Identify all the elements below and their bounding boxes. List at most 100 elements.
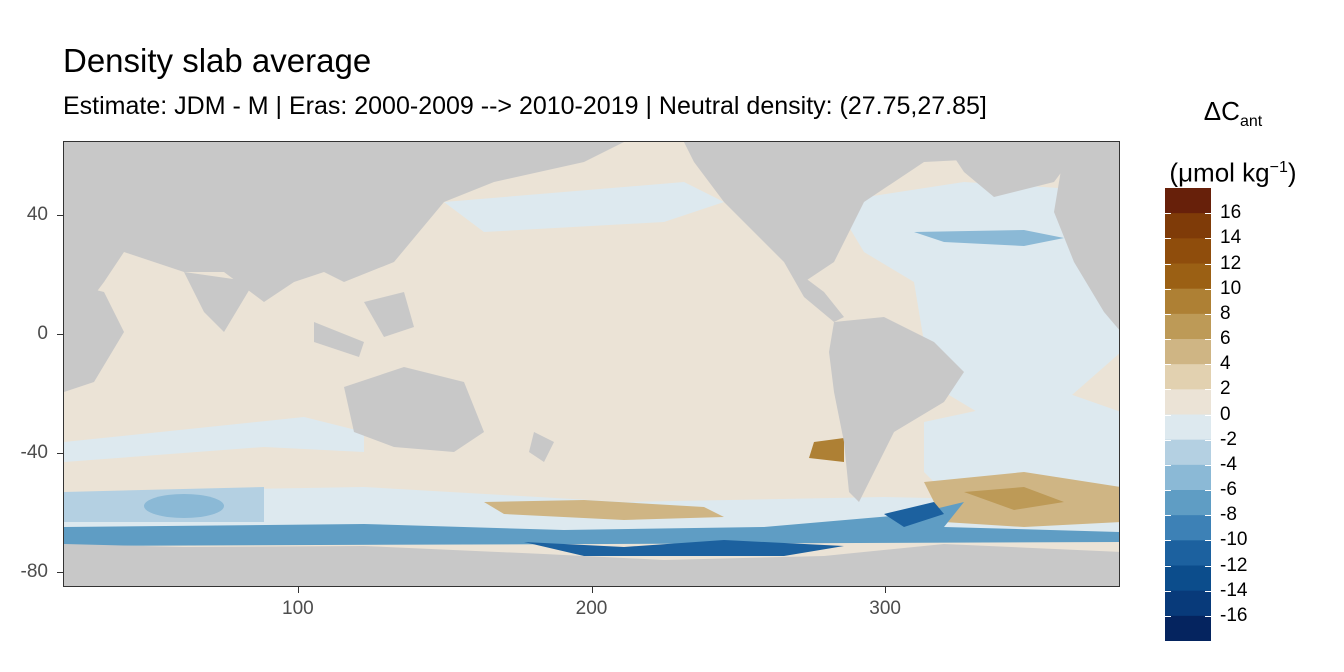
field-north-atlantic-band xyxy=(914,230,1064,246)
legend-tick-mark xyxy=(1165,565,1171,567)
legend-tick-mark xyxy=(1205,389,1211,391)
legend-swatch xyxy=(1165,288,1211,315)
land-europe-right xyxy=(1094,142,1119,181)
legend-tick-mark xyxy=(1165,238,1171,240)
chart-title: Density slab average xyxy=(63,42,372,79)
y-tick-label: 0 xyxy=(37,323,48,345)
field-brown-pacific xyxy=(484,500,724,520)
land-africa-east xyxy=(64,282,124,392)
legend-tick-mark xyxy=(1205,515,1211,517)
legend-swatch xyxy=(1165,313,1211,340)
land-borneo xyxy=(364,292,414,337)
y-tick-label: 40 xyxy=(26,204,48,226)
x-tick-label: 200 xyxy=(575,598,608,619)
field-indian-band xyxy=(64,417,364,462)
legend-swatch xyxy=(1165,263,1211,290)
legend-title-symbol: ΔCant xyxy=(1203,96,1263,131)
legend-break-label: 14 xyxy=(1220,227,1242,249)
land-north-america xyxy=(684,142,1119,282)
legend-tick-mark xyxy=(1205,590,1211,592)
legend-tick-mark xyxy=(1165,590,1171,592)
legend-tick-mark xyxy=(1205,414,1211,416)
legend-break-label: 10 xyxy=(1220,277,1242,299)
map-panel xyxy=(63,141,1120,587)
legend-tick-mark xyxy=(1205,364,1211,366)
legend-tick-mark xyxy=(1165,464,1171,466)
legend-swatch xyxy=(1165,414,1211,441)
land-antarctica xyxy=(64,544,1119,586)
legend-swatch xyxy=(1165,464,1211,491)
x-tick-mark xyxy=(885,587,887,593)
legend-tick-mark xyxy=(1205,439,1211,441)
legend-swatch xyxy=(1165,439,1211,466)
legend-tick-mark xyxy=(1205,339,1211,340)
legend-tick-mark xyxy=(1205,490,1211,491)
legend-swatch xyxy=(1165,540,1211,566)
legend-swatch xyxy=(1165,188,1211,214)
legend-tick-mark xyxy=(1165,313,1171,315)
legend-title: ΔCant (μmol kg−1) xyxy=(1158,88,1308,196)
land-greenland xyxy=(944,142,1084,197)
field-north-pacific xyxy=(444,182,724,232)
legend-break-label: 12 xyxy=(1220,252,1242,274)
land-eurasia xyxy=(64,142,624,302)
legend-break-label: -12 xyxy=(1220,554,1248,576)
legend-tick-mark xyxy=(1165,389,1171,391)
legend-tick-mark xyxy=(1205,565,1211,567)
land-sumatra xyxy=(314,322,364,357)
legend-tick-mark xyxy=(1205,288,1211,290)
legend-tick-mark xyxy=(1205,615,1211,617)
legend-tick-mark xyxy=(1165,288,1171,290)
field-drake-blue xyxy=(884,502,944,527)
x-tick-mark xyxy=(591,587,593,593)
field-antarctic-deep xyxy=(524,540,844,556)
legend-break-label: 6 xyxy=(1220,328,1231,349)
land-south-america xyxy=(829,317,964,502)
legend-break-label: 8 xyxy=(1220,302,1231,324)
legend-tick-mark xyxy=(1165,364,1171,366)
chart-subtitle: Estimate: JDM - M | Eras: 2000-2009 --> … xyxy=(63,92,987,120)
legend-break-label: -2 xyxy=(1220,428,1237,450)
legend-break-label: -14 xyxy=(1220,579,1248,601)
map-svg xyxy=(64,142,1119,586)
legend-break-label: -4 xyxy=(1220,453,1237,475)
land-new-zealand xyxy=(529,432,554,462)
field-north-atlantic xyxy=(834,182,1119,422)
legend-tick-mark xyxy=(1165,213,1171,215)
legend-tick-mark xyxy=(1165,515,1171,517)
y-tick-label: -40 xyxy=(20,442,48,464)
legend-break-label: 16 xyxy=(1220,202,1242,224)
legend-swatch xyxy=(1165,213,1211,239)
legend-tick-mark xyxy=(1165,263,1171,265)
land-india xyxy=(184,272,254,332)
legend-tick-mark xyxy=(1205,238,1211,240)
legend-break-label: 4 xyxy=(1220,353,1231,375)
legend-tick-mark xyxy=(1165,490,1171,491)
land-africa-right xyxy=(1054,152,1119,330)
legend-swatch xyxy=(1165,339,1211,365)
legend-swatch xyxy=(1165,238,1211,264)
x-tick-label: 300 xyxy=(869,598,901,619)
legend-swatch xyxy=(1165,490,1211,516)
y-tick-label: -80 xyxy=(20,561,48,583)
legend-tick-mark xyxy=(1205,540,1211,542)
legend-tick-mark xyxy=(1205,213,1211,215)
x-tick-mark xyxy=(297,587,299,593)
legend-swatch xyxy=(1165,590,1211,617)
legend-colorbar xyxy=(1165,188,1211,641)
y-tick-mark xyxy=(57,453,63,455)
land-masses xyxy=(64,142,1119,586)
field-brown-atlantic-core xyxy=(964,487,1064,510)
legend-break-label: -10 xyxy=(1220,529,1248,551)
y-tick-mark xyxy=(57,572,63,574)
legend-tick-mark xyxy=(1165,439,1171,441)
land-australia xyxy=(344,367,484,452)
legend-tick-mark xyxy=(1165,339,1171,340)
legend-break-label: -6 xyxy=(1220,479,1237,500)
legend-break-label: -8 xyxy=(1220,504,1237,526)
legend-tick-mark xyxy=(1165,414,1171,416)
legend-break-label: -16 xyxy=(1220,604,1248,626)
legend-swatch xyxy=(1165,364,1211,390)
legend-tick-mark xyxy=(1165,540,1171,542)
y-tick-mark xyxy=(57,215,63,217)
